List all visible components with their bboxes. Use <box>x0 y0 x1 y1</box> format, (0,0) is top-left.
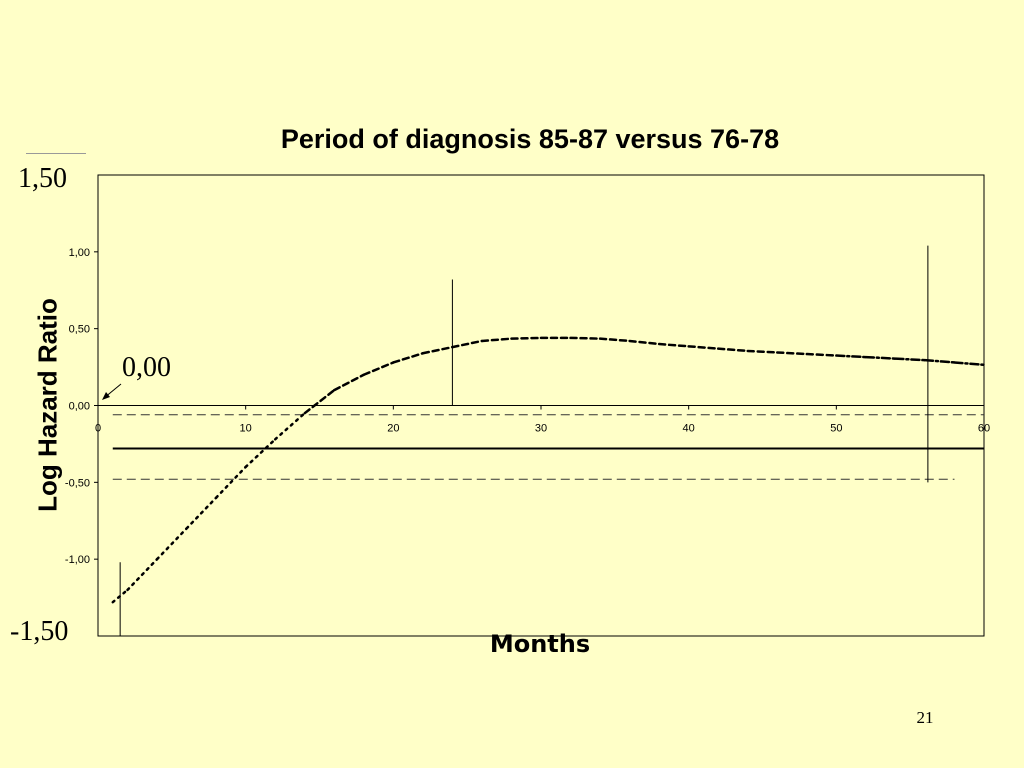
curve-point <box>953 361 956 364</box>
curve-point <box>747 350 749 352</box>
curve-segment <box>362 361 395 377</box>
curve-point <box>865 356 867 358</box>
y-top-annotation: 1,50 <box>18 163 67 194</box>
x-tick-label: 40 <box>683 423 695 435</box>
curve-point <box>481 340 483 342</box>
curve-segment <box>569 336 602 340</box>
curve-point <box>112 601 114 603</box>
curve-point <box>392 361 394 364</box>
curve-segment <box>835 354 868 359</box>
curve-segment <box>111 588 129 604</box>
curve-segment <box>333 373 366 392</box>
page-number: 21 <box>916 708 934 727</box>
curve-point <box>688 345 690 347</box>
curve-point <box>776 351 778 354</box>
y-tick-label: 0,00 <box>69 401 90 413</box>
x-tick-label: 30 <box>535 423 547 435</box>
x-tick-label: 0 <box>95 423 101 435</box>
curve-point <box>510 338 513 340</box>
curve-segment <box>923 358 956 364</box>
curve-point <box>126 589 129 591</box>
curve-segment <box>510 336 543 340</box>
curve-segment <box>155 527 188 561</box>
curve-segment <box>628 339 661 346</box>
curve-point <box>245 466 247 468</box>
y-bottom-annotation: -1,50 <box>10 616 69 647</box>
curve-point <box>983 364 985 366</box>
curve-point <box>304 412 306 414</box>
curve-segment <box>805 352 838 357</box>
curve-segment <box>480 337 513 343</box>
curve-point <box>835 354 837 357</box>
chart-title: Period of diagnosis 85-87 versus 76-78 <box>280 124 780 154</box>
curve-point <box>540 337 542 339</box>
curve-segment <box>657 342 690 348</box>
curve-segment <box>303 388 336 415</box>
y-tick-label: 1,00 <box>69 247 90 259</box>
curve-point <box>599 338 601 340</box>
curve-segment <box>392 352 425 364</box>
x-tick-label: 20 <box>387 423 399 435</box>
curve-point <box>215 497 217 499</box>
curve-point <box>629 340 631 342</box>
curve-segment <box>687 345 720 350</box>
x-axis-label: Months <box>489 630 591 658</box>
y-tick-label: -1,00 <box>65 554 90 566</box>
curve-segment <box>598 337 631 343</box>
curve-segment <box>244 438 277 469</box>
y-tick-label: 0,50 <box>69 324 90 336</box>
curve-segment <box>214 465 247 499</box>
curve-segment <box>126 557 159 592</box>
curve-segment <box>894 357 927 362</box>
curve-point <box>186 527 188 530</box>
curve-point <box>894 358 897 360</box>
curve-point <box>924 359 926 361</box>
zero-annotation: 0,00 <box>122 352 171 383</box>
curve-segment <box>273 411 306 441</box>
curve-point <box>422 352 424 354</box>
curve-segment <box>421 345 454 355</box>
x-tick-label: 60 <box>978 423 990 435</box>
curve-point <box>333 389 335 391</box>
zero-arrow-head <box>102 392 110 400</box>
curve-point <box>717 348 719 350</box>
curve-segment <box>746 349 779 354</box>
x-tick-label: 10 <box>240 423 252 435</box>
curve-point <box>658 343 660 345</box>
x-tick-label: 50 <box>830 423 842 435</box>
curve-point <box>274 438 276 440</box>
curve-point <box>569 337 572 339</box>
curve-segment <box>716 347 749 353</box>
curve-point <box>156 558 158 560</box>
y-tick-label: -0,50 <box>65 477 90 489</box>
curve-segment <box>451 339 484 349</box>
curve-point <box>451 346 453 348</box>
curve-segment <box>953 361 986 367</box>
curve-point <box>806 353 808 355</box>
curve-segment <box>776 351 809 356</box>
curve-point <box>363 374 365 376</box>
curve-segment <box>185 496 218 530</box>
top-rule <box>26 153 86 154</box>
curve-segment <box>864 355 897 360</box>
